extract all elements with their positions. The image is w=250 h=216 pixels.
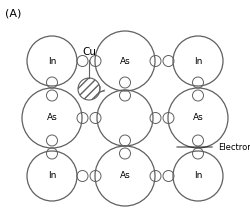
Text: Cu: Cu — [82, 47, 96, 57]
Text: In: In — [194, 57, 202, 65]
Text: As: As — [120, 57, 130, 65]
Text: In: In — [48, 57, 56, 65]
Text: As: As — [120, 172, 130, 181]
Text: In: In — [194, 172, 202, 181]
Text: As: As — [192, 113, 203, 122]
Text: Electron: Electron — [177, 143, 250, 151]
Text: (A): (A) — [5, 8, 21, 18]
Circle shape — [78, 78, 100, 100]
Text: In: In — [48, 172, 56, 181]
Text: As: As — [46, 113, 58, 122]
